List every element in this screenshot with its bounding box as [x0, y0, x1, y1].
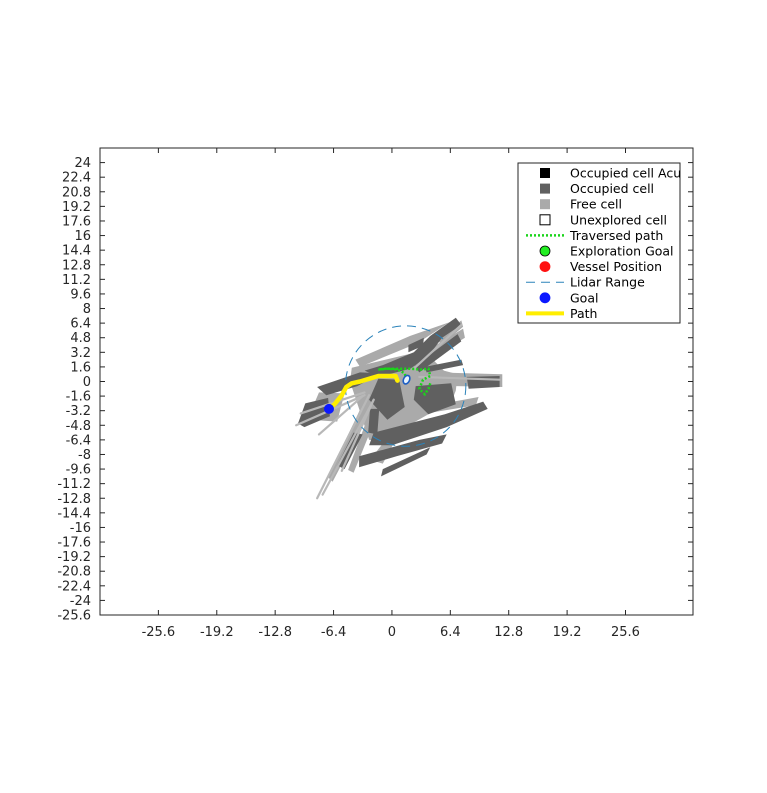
- occupied-cell-region: [381, 447, 431, 477]
- vessel-marker: [402, 374, 411, 385]
- legend-item: Unexplored cell: [539, 212, 667, 227]
- y-tick-label: 0: [83, 375, 91, 390]
- y-tick-label: 22.4: [62, 171, 91, 186]
- y-tick-label: -19.2: [57, 550, 91, 565]
- lidar-ray: [321, 398, 375, 496]
- y-tick-label: -14.4: [57, 506, 91, 521]
- legend-item: Lidar Range: [526, 275, 645, 290]
- goal-marker: [323, 403, 334, 414]
- occupied-cell-region: [408, 337, 424, 353]
- legend-swatch: [539, 292, 551, 304]
- y-tick-label: 4.8: [70, 331, 91, 346]
- y-tick-label: -9.6: [66, 463, 91, 478]
- free-cell-region: [355, 322, 450, 367]
- y-tick-label: 16: [74, 229, 91, 244]
- x-tick-label: -6.4: [321, 625, 346, 640]
- y-tick-label: -4.8: [66, 419, 91, 434]
- x-tick-label: 0: [388, 625, 396, 640]
- legend-item: Occupied cell: [540, 181, 654, 196]
- y-tick-label: 19.2: [62, 200, 91, 215]
- y-tick-label: -17.6: [57, 536, 91, 551]
- legend-label: Traversed path: [569, 228, 663, 243]
- occupied-cell-region: [424, 359, 464, 373]
- y-tick-label: 11.2: [62, 273, 91, 288]
- y-tick-label: -22.4: [57, 579, 91, 594]
- x-tick-label: 25.6: [611, 625, 640, 640]
- y-tick-label: -20.8: [57, 565, 91, 580]
- y-tick-label: -1.6: [66, 390, 91, 405]
- legend-label: Path: [570, 306, 597, 321]
- legend-label: Free cell: [570, 197, 622, 212]
- legend-label: Lidar Range: [570, 275, 645, 290]
- legend-label: Unexplored cell: [570, 212, 667, 227]
- x-tick-label: -12.8: [258, 625, 292, 640]
- y-tick-label: 12.8: [62, 258, 91, 273]
- legend-swatch: [540, 168, 550, 178]
- x-axis: -25.6 -19.2 -12.8 -6.4 0 6.4 12.8 19.2 25.6: [142, 148, 640, 640]
- x-tick-label: -19.2: [200, 625, 234, 640]
- legend-swatch: [539, 245, 551, 257]
- legend-label: Goal: [570, 290, 598, 305]
- y-tick-label: -3.2: [66, 404, 91, 419]
- occupied-cell-region: [359, 434, 447, 468]
- y-tick-label: 20.8: [62, 185, 91, 200]
- y-tick-label: -8: [78, 448, 91, 463]
- legend-label: Occupied cell Acu: [570, 166, 681, 181]
- lidar-ray: [418, 375, 501, 381]
- legend-item: Goal: [539, 290, 598, 305]
- lidar-ray-layer: [295, 323, 501, 500]
- y-axis: 2422.420.819.217.61614.412.811.29.686.44…: [57, 156, 693, 624]
- lidar-ray: [340, 398, 375, 472]
- legend-item: Occupied cell Acu: [540, 166, 681, 181]
- y-tick-label: 8: [83, 302, 91, 317]
- legend-swatch: [539, 214, 551, 226]
- legend-label: Vessel Position: [570, 259, 662, 274]
- x-tick-label: -25.6: [142, 625, 176, 640]
- occupied-cell-region: [369, 401, 488, 446]
- y-tick-label: 14.4: [62, 244, 91, 259]
- y-tick-label: 17.6: [62, 214, 91, 229]
- x-tick-label: 6.4: [440, 625, 461, 640]
- lidar-ray: [413, 323, 463, 369]
- legend-item: Path: [526, 306, 597, 321]
- y-tick-label: -6.4: [66, 433, 91, 448]
- y-tick-label: -12.8: [57, 492, 91, 507]
- occupied-cell-region: [364, 317, 462, 377]
- lidar-ray: [316, 394, 371, 500]
- y-tick-label: 24: [74, 156, 91, 171]
- x-tick-label: 19.2: [553, 625, 582, 640]
- series-layer: [323, 325, 467, 447]
- occupied-cell-region: [368, 408, 380, 435]
- legend-label: Exploration Goal: [570, 244, 674, 259]
- legend-item: Traversed path: [526, 228, 663, 243]
- legend-item: Vessel Position: [539, 259, 662, 274]
- lidar-ray: [317, 394, 364, 436]
- occupied-cell-region: [414, 334, 462, 373]
- y-tick-label: -11.2: [57, 477, 91, 492]
- traversed-path-line: [378, 367, 432, 397]
- y-tick-label: -16: [70, 521, 91, 536]
- legend-swatch: [539, 261, 551, 273]
- legend-swatch: [540, 183, 550, 194]
- legend-item: Exploration Goal: [539, 244, 674, 259]
- occupied-cell-region: [369, 378, 405, 420]
- y-tick-label: 6.4: [70, 317, 91, 332]
- y-tick-label: -25.6: [57, 609, 91, 624]
- planned-path-line: [326, 373, 400, 412]
- legend-label: Occupied cell: [570, 181, 654, 196]
- y-tick-label: 1.6: [70, 360, 91, 375]
- y-tick-label: 3.2: [70, 346, 91, 361]
- occupied-cell-region: [413, 383, 456, 415]
- x-tick-label: 12.8: [494, 625, 523, 640]
- legend-swatch: [540, 199, 550, 210]
- legend-item: Free cell: [540, 197, 622, 212]
- y-tick-label: -24: [70, 594, 91, 609]
- y-tick-label: 9.6: [70, 287, 91, 302]
